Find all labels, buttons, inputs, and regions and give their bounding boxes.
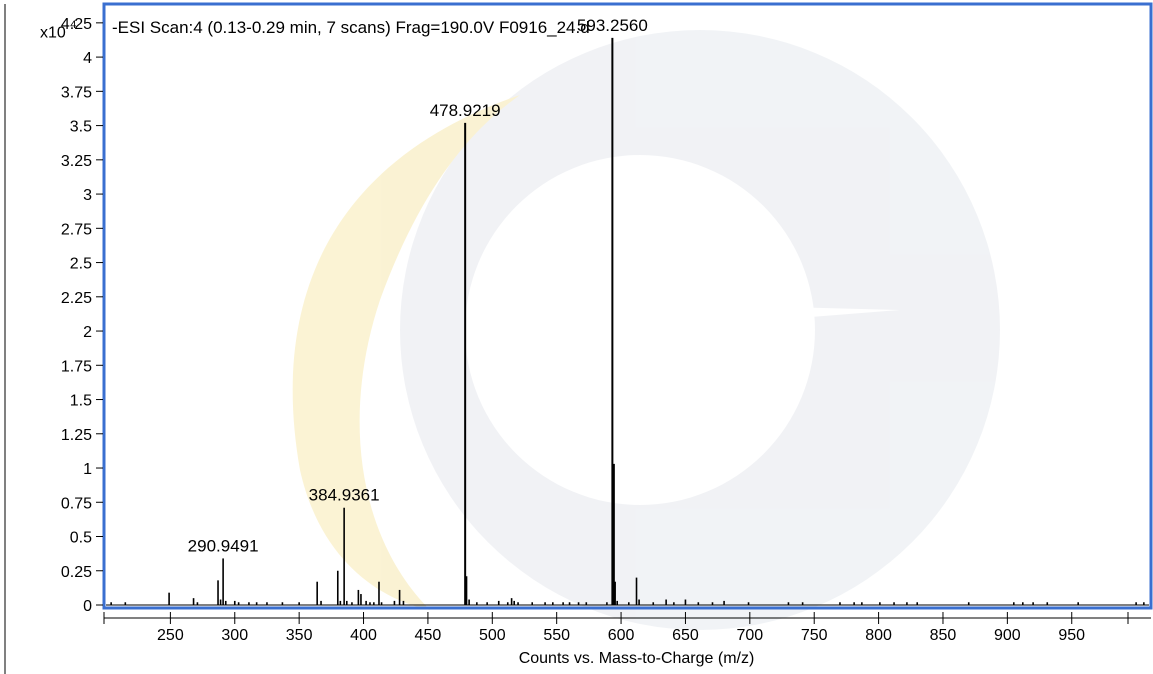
y-tick-label: 0.5	[70, 530, 92, 547]
y-tick-label: 1.75	[61, 358, 92, 375]
y-tick-label: 1	[83, 461, 92, 478]
peaks	[106, 37, 1149, 606]
x-tick-label: 700	[736, 627, 763, 644]
x-tick-label: 350	[286, 627, 313, 644]
peak-label: 384.9361	[309, 486, 380, 505]
x-tick-label: 250	[157, 627, 184, 644]
x-axis-label: Counts vs. Mass-to-Charge (m/z)	[518, 650, 755, 667]
chart-title: -ESI Scan:4 (0.13-0.29 min, 7 scans) Fra…	[112, 18, 590, 37]
y-axis: 0 0.25 0.5 0.75 1 1.25 1.5 1.75 2 2.25 2.5 2.75 3 3.2…	[61, 16, 103, 615]
x-tick-label: 600	[608, 627, 635, 644]
y-tick-label: 0	[83, 598, 92, 615]
x-tick-label: 500	[479, 627, 506, 644]
x-tick-label: 450	[415, 627, 442, 644]
x-tick-label: 550	[543, 627, 570, 644]
x-tick-label: 950	[1058, 627, 1085, 644]
y-tick-label: 2.75	[61, 221, 92, 238]
x-tick-label: 800	[865, 627, 892, 644]
watermark-logo	[292, 30, 1000, 630]
y-tick-label: 3.75	[61, 84, 92, 101]
y-scale-label: x10 4	[40, 19, 77, 42]
peak-labels: 290.9491 384.9361 478.9219 593.2560	[188, 16, 648, 556]
y-tick-label: 1.25	[61, 427, 92, 444]
x-tick-label: 900	[994, 627, 1021, 644]
y-tick-label: 2.25	[61, 290, 92, 307]
x-axis: 250 300 350 400 450 500 550 600 650 700 750 800 850 9…	[103, 612, 1151, 644]
x-tick-label: 650	[672, 627, 699, 644]
x-tick-label: 400	[350, 627, 377, 644]
y-tick-label: 4.25	[61, 16, 92, 33]
x-tick-label: 850	[930, 627, 957, 644]
x-tick-label: 300	[221, 627, 248, 644]
y-tick-label: 1.5	[70, 393, 92, 410]
y-tick-label: 3	[83, 187, 92, 204]
y-tick-label: 3.5	[70, 119, 92, 136]
y-tick-label: 4	[83, 50, 92, 67]
y-tick-label: 0.75	[61, 495, 92, 512]
y-tick-label: 2	[83, 324, 92, 341]
y-tick-label: 2.5	[70, 256, 92, 273]
y-scale-exponent: 4	[70, 19, 77, 31]
x-tick-label: 750	[801, 627, 828, 644]
y-tick-label: 0.25	[61, 564, 92, 581]
peak-label: 290.9491	[188, 536, 259, 555]
y-scale-base: x10	[40, 24, 66, 42]
peak-label: 478.9219	[430, 101, 501, 120]
peak-label: 593.2560	[577, 16, 648, 35]
plot-frame	[102, 2, 1153, 610]
y-tick-label: 3.25	[61, 153, 92, 170]
